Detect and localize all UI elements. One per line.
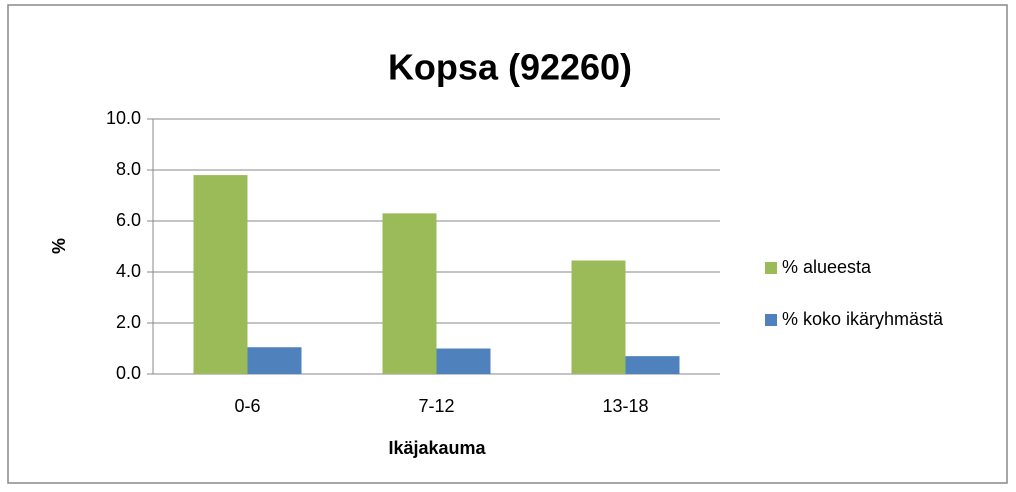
y-tick-label: 0.0 bbox=[116, 363, 141, 383]
x-tick-label: 0-6 bbox=[234, 396, 260, 416]
chart-frame bbox=[7, 4, 1008, 484]
legend-label: % alueesta bbox=[782, 257, 872, 277]
y-tick-label: 8.0 bbox=[116, 159, 141, 179]
y-tick-label: 2.0 bbox=[116, 312, 141, 332]
legend-swatch bbox=[765, 314, 777, 326]
y-axis-label: % bbox=[49, 238, 69, 254]
y-tick-label: 10.0 bbox=[106, 108, 141, 128]
x-axis-label: Ikäjakauma bbox=[388, 438, 486, 458]
legend-label: % koko ikäryhmästä bbox=[782, 309, 944, 329]
bar bbox=[247, 347, 302, 374]
bar bbox=[436, 348, 491, 374]
bar bbox=[571, 260, 626, 374]
legend-swatch bbox=[765, 262, 777, 274]
y-tick-label: 6.0 bbox=[116, 210, 141, 230]
y-tick-label: 4.0 bbox=[116, 261, 141, 281]
chart-title: Kopsa (92260) bbox=[388, 47, 632, 88]
bar bbox=[625, 356, 680, 374]
bar bbox=[382, 213, 437, 374]
bar bbox=[193, 175, 248, 374]
x-tick-label: 13-18 bbox=[602, 396, 648, 416]
x-tick-label: 7-12 bbox=[418, 396, 454, 416]
